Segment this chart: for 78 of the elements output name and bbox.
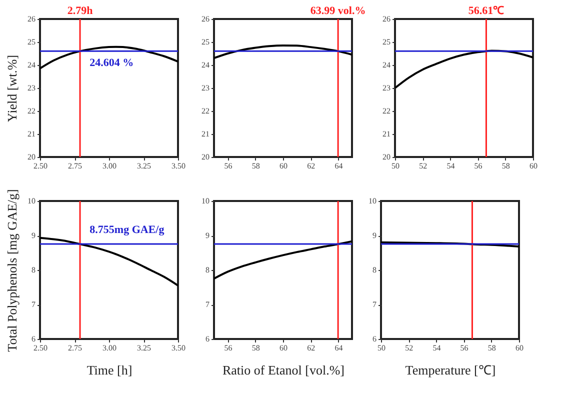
y-tick-label: 23 bbox=[202, 84, 210, 92]
x-tick-label: 50 bbox=[378, 344, 386, 352]
y-tick-label: 26 bbox=[28, 14, 36, 24]
x-tick-label: 2.75 bbox=[68, 344, 82, 352]
y-tick-label: 21 bbox=[382, 130, 390, 138]
x-tick-label: 60 bbox=[516, 344, 524, 352]
x-tick-label: 2.75 bbox=[68, 162, 82, 170]
x-tick-label: 3.25 bbox=[137, 344, 151, 352]
x-tick-label: 3.00 bbox=[102, 162, 116, 170]
y-tick-label: 22 bbox=[202, 106, 210, 116]
x-tick-label: 60 bbox=[530, 162, 538, 170]
y-tick-label: 25 bbox=[382, 38, 390, 46]
y-tick-label: 7 bbox=[372, 300, 376, 309]
x-tick-label: 56 bbox=[224, 344, 232, 352]
y-tick-label: 26 bbox=[382, 14, 390, 24]
y-tick-label: 25 bbox=[28, 38, 36, 46]
x-tick-label: 58 bbox=[488, 344, 496, 352]
y-tick-label: 24 bbox=[202, 60, 210, 70]
x-tick-label: 3.50 bbox=[172, 344, 186, 352]
y-tick-label: 25 bbox=[202, 38, 210, 46]
y-tick-label: 8 bbox=[372, 266, 376, 274]
y-axis-title: Total Polyphenols [mg GAE/g] bbox=[4, 189, 20, 352]
x-tick-label: 2.50 bbox=[34, 162, 48, 170]
x-tick-label: 2.50 bbox=[34, 344, 48, 352]
x-tick-label: 58 bbox=[502, 162, 510, 170]
x-tick-label: 64 bbox=[334, 162, 343, 170]
y-tick-label: 10 bbox=[202, 196, 210, 206]
ref-line-label: 24.604 % bbox=[90, 57, 134, 70]
ref-line-label: 63.99 vol.% bbox=[310, 5, 366, 17]
y-tick-label: 7 bbox=[206, 300, 210, 309]
y-tick-label: 24 bbox=[28, 60, 36, 70]
x-tick-label: 58 bbox=[252, 162, 260, 170]
x-tick-label: 50 bbox=[392, 162, 400, 170]
y-tick-label: 24 bbox=[382, 60, 390, 70]
x-tick-label: 54 bbox=[432, 344, 441, 352]
x-tick-label: 54 bbox=[446, 162, 455, 170]
x-tick-label: 3.50 bbox=[172, 162, 186, 170]
y-tick-label: 23 bbox=[28, 84, 36, 92]
y-tick-label: 6 bbox=[206, 334, 210, 344]
ref-line-label: 56.61℃ bbox=[468, 5, 504, 17]
x-tick-label: 56 bbox=[224, 162, 232, 170]
ref-line-label: 8.755mg GAE/g bbox=[90, 224, 165, 236]
x-tick-label: 60 bbox=[280, 344, 288, 352]
x-axis-title: Time [h] bbox=[86, 362, 132, 378]
y-tick-label: 10 bbox=[28, 196, 36, 206]
x-tick-label: 64 bbox=[334, 344, 343, 352]
x-tick-label: 3.00 bbox=[102, 344, 116, 352]
x-tick-label: 62 bbox=[307, 344, 316, 352]
x-axis-title: Ratio of Etanol [vol.%] bbox=[222, 362, 345, 378]
y-tick-label: 8 bbox=[32, 266, 36, 274]
y-axis-title: Yield [wt.%] bbox=[4, 54, 20, 122]
y-tick-label: 9 bbox=[206, 231, 210, 240]
x-tick-label: 52 bbox=[419, 162, 428, 170]
x-tick-label: 58 bbox=[252, 344, 260, 352]
y-tick-label: 9 bbox=[32, 231, 36, 240]
ref-line-label: 2.79h bbox=[67, 5, 93, 17]
y-tick-label: 21 bbox=[202, 130, 210, 138]
x-tick-label: 60 bbox=[280, 162, 288, 170]
y-tick-label: 8 bbox=[206, 266, 210, 274]
x-axis-title: Temperature [℃] bbox=[405, 362, 496, 378]
y-tick-label: 20 bbox=[202, 152, 210, 162]
x-tick-label: 56 bbox=[460, 344, 468, 352]
y-tick-label: 7 bbox=[32, 300, 36, 309]
y-tick-label: 10 bbox=[368, 196, 376, 206]
y-tick-label: 22 bbox=[382, 106, 390, 116]
x-tick-label: 62 bbox=[307, 162, 316, 170]
y-tick-label: 9 bbox=[372, 231, 376, 240]
y-tick-label: 22 bbox=[28, 106, 36, 116]
y-tick-label: 6 bbox=[372, 334, 376, 344]
y-tick-label: 23 bbox=[382, 84, 390, 92]
y-tick-label: 20 bbox=[28, 152, 36, 162]
x-tick-label: 56 bbox=[474, 162, 482, 170]
x-tick-label: 3.25 bbox=[137, 162, 151, 170]
y-tick-label: 26 bbox=[202, 14, 210, 24]
y-tick-label: 20 bbox=[382, 152, 390, 162]
y-tick-label: 6 bbox=[32, 334, 36, 344]
y-tick-label: 21 bbox=[28, 130, 36, 138]
x-tick-label: 52 bbox=[405, 344, 414, 352]
